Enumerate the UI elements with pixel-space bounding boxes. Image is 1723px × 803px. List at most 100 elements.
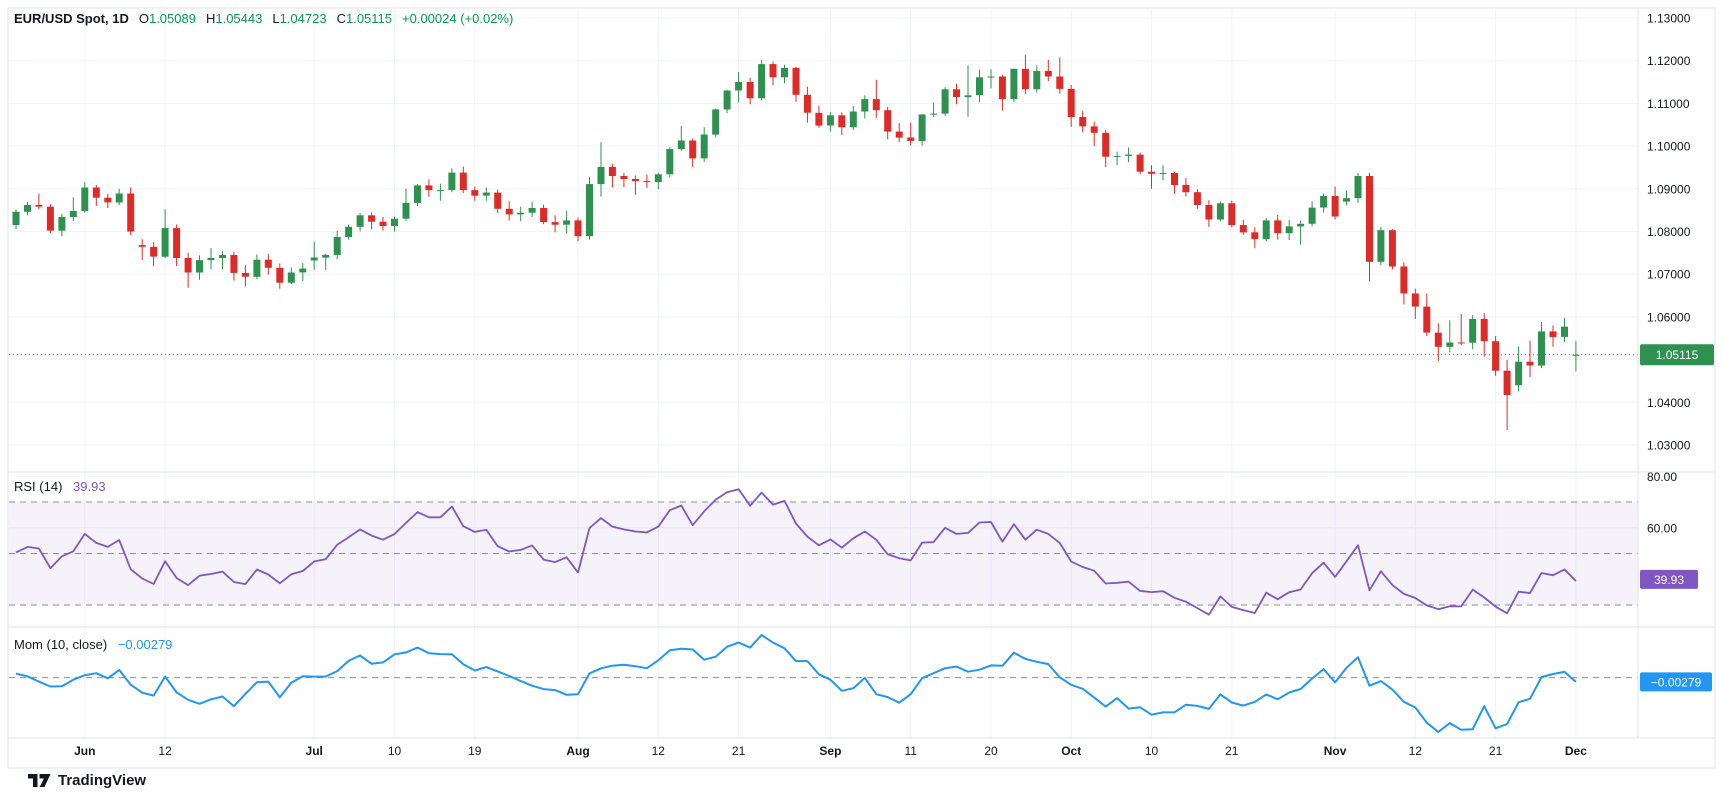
candle bbox=[1308, 207, 1316, 224]
candle bbox=[907, 137, 915, 141]
time-axis-label: Aug bbox=[566, 744, 589, 758]
mom-title[interactable]: Mom (10, close) bbox=[14, 637, 108, 652]
candle bbox=[505, 208, 513, 215]
candle bbox=[1343, 198, 1350, 202]
candle bbox=[1320, 196, 1328, 208]
candle bbox=[276, 267, 284, 283]
price-axis-label: 1.10000 bbox=[1647, 140, 1691, 154]
candle bbox=[872, 99, 880, 111]
candle bbox=[138, 245, 146, 247]
candle bbox=[803, 94, 811, 113]
candle bbox=[758, 64, 766, 99]
candle bbox=[1411, 293, 1419, 307]
candle bbox=[1331, 196, 1339, 217]
candle bbox=[918, 114, 926, 141]
ohlc-close: C1.05115 bbox=[336, 11, 393, 26]
candle bbox=[81, 187, 89, 211]
candle bbox=[1125, 154, 1133, 156]
rsi-axis-label: 60.00 bbox=[1647, 521, 1677, 535]
chart-legend: EUR/USD Spot, 1D O1.05089 H1.05443 L1.04… bbox=[14, 11, 513, 26]
candle bbox=[1366, 176, 1373, 262]
candle bbox=[689, 140, 697, 159]
change-value: +0.00024 (+0.02%) bbox=[402, 11, 514, 26]
candle bbox=[207, 258, 215, 261]
candle bbox=[35, 205, 43, 207]
rsi-axis-label: 80.00 bbox=[1647, 470, 1677, 484]
mom-current-value: −0.00279 bbox=[117, 637, 173, 652]
candle bbox=[345, 226, 353, 237]
candle bbox=[1067, 88, 1075, 118]
candle bbox=[356, 215, 364, 227]
candle bbox=[322, 255, 330, 258]
candle bbox=[723, 90, 731, 110]
candle bbox=[551, 222, 559, 225]
candle bbox=[735, 82, 743, 91]
candle bbox=[849, 111, 857, 128]
svg-text:1.05115: 1.05115 bbox=[1656, 348, 1699, 362]
price-axis-label: 1.04000 bbox=[1647, 396, 1691, 410]
candle bbox=[528, 208, 536, 213]
candle bbox=[586, 184, 593, 237]
candle bbox=[1423, 306, 1431, 333]
time-axis-label: 10 bbox=[388, 744, 402, 758]
rsi-current-value: 39.93 bbox=[73, 479, 106, 494]
symbol-title[interactable]: EUR/USD Spot, 1D bbox=[14, 11, 129, 26]
candle bbox=[161, 228, 169, 257]
candle bbox=[436, 190, 444, 192]
price-axis-label: 1.11000 bbox=[1647, 97, 1690, 111]
mom-line bbox=[15, 634, 1577, 733]
candle bbox=[1572, 354, 1580, 356]
candle bbox=[46, 206, 54, 231]
time-axis-label: 12 bbox=[652, 744, 666, 758]
candle bbox=[998, 76, 1006, 100]
candle bbox=[792, 67, 800, 95]
rsi-title[interactable]: RSI (14) bbox=[14, 479, 63, 494]
candle bbox=[1297, 223, 1305, 227]
candle bbox=[150, 246, 158, 257]
candle bbox=[1388, 230, 1396, 267]
candle bbox=[219, 255, 226, 258]
candle bbox=[24, 205, 31, 212]
candle bbox=[115, 193, 123, 203]
candle bbox=[1434, 332, 1442, 347]
candle bbox=[104, 197, 112, 203]
candle bbox=[1285, 226, 1293, 234]
time-axis-label: 12 bbox=[158, 744, 172, 758]
time-axis-label: 12 bbox=[1409, 744, 1423, 758]
ohlc-open: O1.05089 bbox=[138, 11, 196, 26]
candle bbox=[1526, 361, 1534, 366]
candle bbox=[414, 185, 421, 203]
candle bbox=[712, 109, 720, 135]
time-axis[interactable] bbox=[8, 738, 1638, 768]
candle bbox=[1033, 70, 1041, 90]
candle bbox=[379, 221, 387, 226]
candle bbox=[620, 176, 628, 179]
candle bbox=[1148, 171, 1155, 174]
last-price-badge bbox=[1640, 344, 1714, 366]
candle bbox=[299, 268, 307, 273]
tradingview-wordmark: TradingView bbox=[58, 772, 147, 789]
candle bbox=[643, 181, 651, 183]
candle bbox=[781, 67, 788, 78]
candle bbox=[1228, 203, 1236, 226]
candle bbox=[230, 255, 238, 273]
time-axis-label: 19 bbox=[468, 744, 482, 758]
time-axis-label: Nov bbox=[1324, 744, 1347, 758]
candle bbox=[402, 202, 410, 219]
mom-value-badge bbox=[1640, 672, 1712, 692]
price-axis[interactable] bbox=[1638, 8, 1715, 738]
candle bbox=[1515, 361, 1523, 386]
time-axis-label: Jun bbox=[74, 744, 95, 758]
candle bbox=[173, 228, 181, 258]
tradingview-attribution[interactable]: TradingView bbox=[28, 772, 146, 789]
candle bbox=[494, 192, 502, 209]
candle bbox=[1377, 230, 1385, 262]
candle bbox=[1205, 205, 1213, 220]
rsi-line bbox=[15, 488, 1577, 616]
candle bbox=[92, 187, 100, 198]
candle bbox=[930, 113, 938, 115]
candle bbox=[482, 192, 490, 196]
price-axis-label: 1.03000 bbox=[1647, 439, 1691, 453]
candle bbox=[1549, 331, 1557, 337]
